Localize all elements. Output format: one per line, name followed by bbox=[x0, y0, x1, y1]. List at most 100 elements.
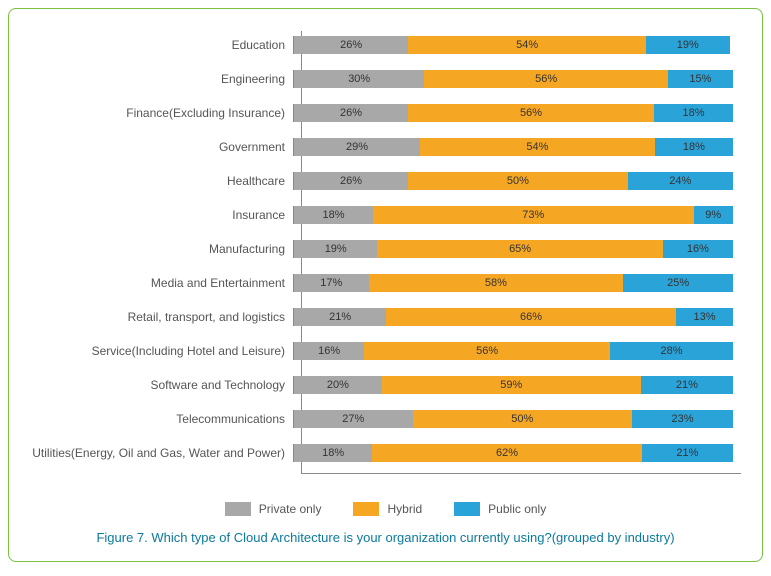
bar-value-label: 18% bbox=[682, 107, 704, 119]
bar-segment-public: 28% bbox=[610, 342, 733, 360]
bar-segment-hybrid: 50% bbox=[413, 410, 633, 428]
bar-value-label: 66% bbox=[520, 311, 542, 323]
category-label: Telecommunications bbox=[31, 412, 293, 426]
bar-segment-hybrid: 58% bbox=[369, 274, 624, 292]
bar-segment-hybrid: 65% bbox=[377, 240, 662, 258]
bar-area: 20% 59% 21% bbox=[293, 376, 733, 394]
chart-row: Media and Entertainment17%58%25% bbox=[31, 269, 740, 297]
legend-item-hybrid: Hybrid bbox=[353, 502, 422, 516]
category-label: Insurance bbox=[31, 208, 293, 222]
bar-segment-public: 9% bbox=[694, 206, 734, 224]
chart-row: Telecommunications 27% 50% 23% bbox=[31, 405, 740, 433]
legend-item-public: Public only bbox=[454, 502, 546, 516]
legend-swatch bbox=[225, 502, 251, 516]
bar-segment-private: 18% bbox=[294, 444, 372, 462]
bar-area: 16% 56% 28% bbox=[293, 342, 733, 360]
category-label: Finance(Excluding Insurance) bbox=[31, 106, 293, 120]
bar-area: 29% 54% 18% bbox=[293, 138, 733, 156]
bar-segment-hybrid: 54% bbox=[420, 138, 655, 156]
bar-segment-private: 21% bbox=[294, 308, 386, 326]
bar-area: 19% 65%16% bbox=[293, 240, 733, 258]
category-label: Engineering bbox=[31, 72, 293, 86]
bar-value-label: 59% bbox=[500, 379, 522, 391]
bar-value-label: 15% bbox=[689, 73, 711, 85]
bar-value-label: 18% bbox=[322, 209, 344, 221]
bar-area: 18% 73% 9% bbox=[293, 206, 733, 224]
bar-segment-public: 16% bbox=[663, 240, 733, 258]
bar-segment-hybrid: 50% bbox=[408, 172, 628, 190]
bar-area: 26% 56% 18% bbox=[293, 104, 733, 122]
bar-value-label: 23% bbox=[672, 413, 694, 425]
bar-segment-public: 21% bbox=[641, 376, 733, 394]
legend-swatch bbox=[353, 502, 379, 516]
bar-value-label: 25% bbox=[667, 277, 689, 289]
bar-segment-hybrid: 73% bbox=[373, 206, 693, 224]
legend-label: Hybrid bbox=[387, 502, 422, 516]
chart-row: Service(Including Hotel and Leisure) 16% 5… bbox=[31, 337, 740, 365]
legend-item-private: Private only bbox=[225, 502, 322, 516]
bar-value-label: 30% bbox=[348, 73, 370, 85]
bar-value-label: 26% bbox=[340, 107, 362, 119]
chart-row: Finance(Excluding Insurance) 26% 56% 18% bbox=[31, 99, 740, 127]
chart-row: Utilities(Energy, Oil and Gas, Water and… bbox=[31, 439, 740, 467]
bar-value-label: 26% bbox=[340, 175, 362, 187]
bar-segment-hybrid: 56% bbox=[408, 104, 654, 122]
bar-segment-hybrid: 54% bbox=[408, 36, 646, 54]
bar-value-label: 19% bbox=[325, 243, 347, 255]
bar-value-label: 13% bbox=[693, 311, 715, 323]
bar-segment-public: 18% bbox=[655, 138, 733, 156]
bar-segment-hybrid: 56% bbox=[424, 70, 667, 88]
chart-row: Retail, transport, and logistics21% 66% 13… bbox=[31, 303, 740, 331]
bar-value-label: 16% bbox=[318, 345, 340, 357]
bar-value-label: 20% bbox=[327, 379, 349, 391]
category-label: Education bbox=[31, 38, 293, 52]
category-label: Utilities(Energy, Oil and Gas, Water and… bbox=[31, 446, 293, 460]
bar-value-label: 18% bbox=[683, 141, 705, 153]
legend-swatch bbox=[454, 502, 480, 516]
category-label: Manufacturing bbox=[31, 242, 293, 256]
bar-segment-private: 26% bbox=[294, 172, 408, 190]
bar-value-label: 19% bbox=[677, 39, 699, 51]
bar-segment-private: 29% bbox=[294, 138, 420, 156]
bar-value-label: 50% bbox=[507, 175, 529, 187]
bar-segment-public: 18% bbox=[654, 104, 733, 122]
bar-value-label: 17% bbox=[320, 277, 342, 289]
category-label: Retail, transport, and logistics bbox=[31, 310, 293, 324]
bar-value-label: 54% bbox=[526, 141, 548, 153]
legend: Private only Hybrid Public only bbox=[31, 502, 740, 516]
category-label: Service(Including Hotel and Leisure) bbox=[31, 344, 293, 358]
bar-segment-public: 15% bbox=[668, 70, 733, 88]
bar-segment-hybrid: 56% bbox=[364, 342, 610, 360]
chart-row: Healthcare26%50%24% bbox=[31, 167, 740, 195]
bar-value-label: 56% bbox=[476, 345, 498, 357]
bar-value-label: 50% bbox=[511, 413, 533, 425]
bar-segment-private: 26% bbox=[294, 36, 408, 54]
bar-segment-private: 16% bbox=[294, 342, 364, 360]
bar-value-label: 21% bbox=[676, 379, 698, 391]
x-axis-line bbox=[301, 473, 741, 474]
bar-value-label: 27% bbox=[342, 413, 364, 425]
bar-segment-private: 17% bbox=[294, 274, 369, 292]
bar-segment-hybrid: 66% bbox=[386, 308, 676, 326]
bar-value-label: 29% bbox=[346, 141, 368, 153]
bar-area: 26% 50% 24% bbox=[293, 172, 733, 190]
bar-value-label: 54% bbox=[516, 39, 538, 51]
category-label: Software and Technology bbox=[31, 378, 293, 392]
chart-rows: Education26%54%19%Engineering30%56%15%Fi… bbox=[31, 31, 740, 480]
chart-row: Manufacturing 19% 65%16% bbox=[31, 235, 740, 263]
chart-row: Education26% 54% 19% bbox=[31, 31, 740, 59]
bar-value-label: 73% bbox=[522, 209, 544, 221]
bar-area: 26% 54% 19% bbox=[293, 36, 733, 54]
bar-value-label: 21% bbox=[676, 447, 698, 459]
bar-segment-private: 30% bbox=[294, 70, 424, 88]
stacked-bar-chart: Education26%54%19%Engineering30%56%15%Fi… bbox=[31, 31, 740, 480]
bar-segment-public: 19% bbox=[646, 36, 730, 54]
bar-value-label: 62% bbox=[496, 447, 518, 459]
bar-segment-public: 23% bbox=[632, 410, 733, 428]
bar-segment-public: 13% bbox=[676, 308, 733, 326]
bar-value-label: 56% bbox=[535, 73, 557, 85]
bar-segment-private: 27% bbox=[294, 410, 413, 428]
bar-segment-private: 20% bbox=[294, 376, 382, 394]
chart-row: Government29%54%18% bbox=[31, 133, 740, 161]
bar-segment-public: 24% bbox=[628, 172, 733, 190]
